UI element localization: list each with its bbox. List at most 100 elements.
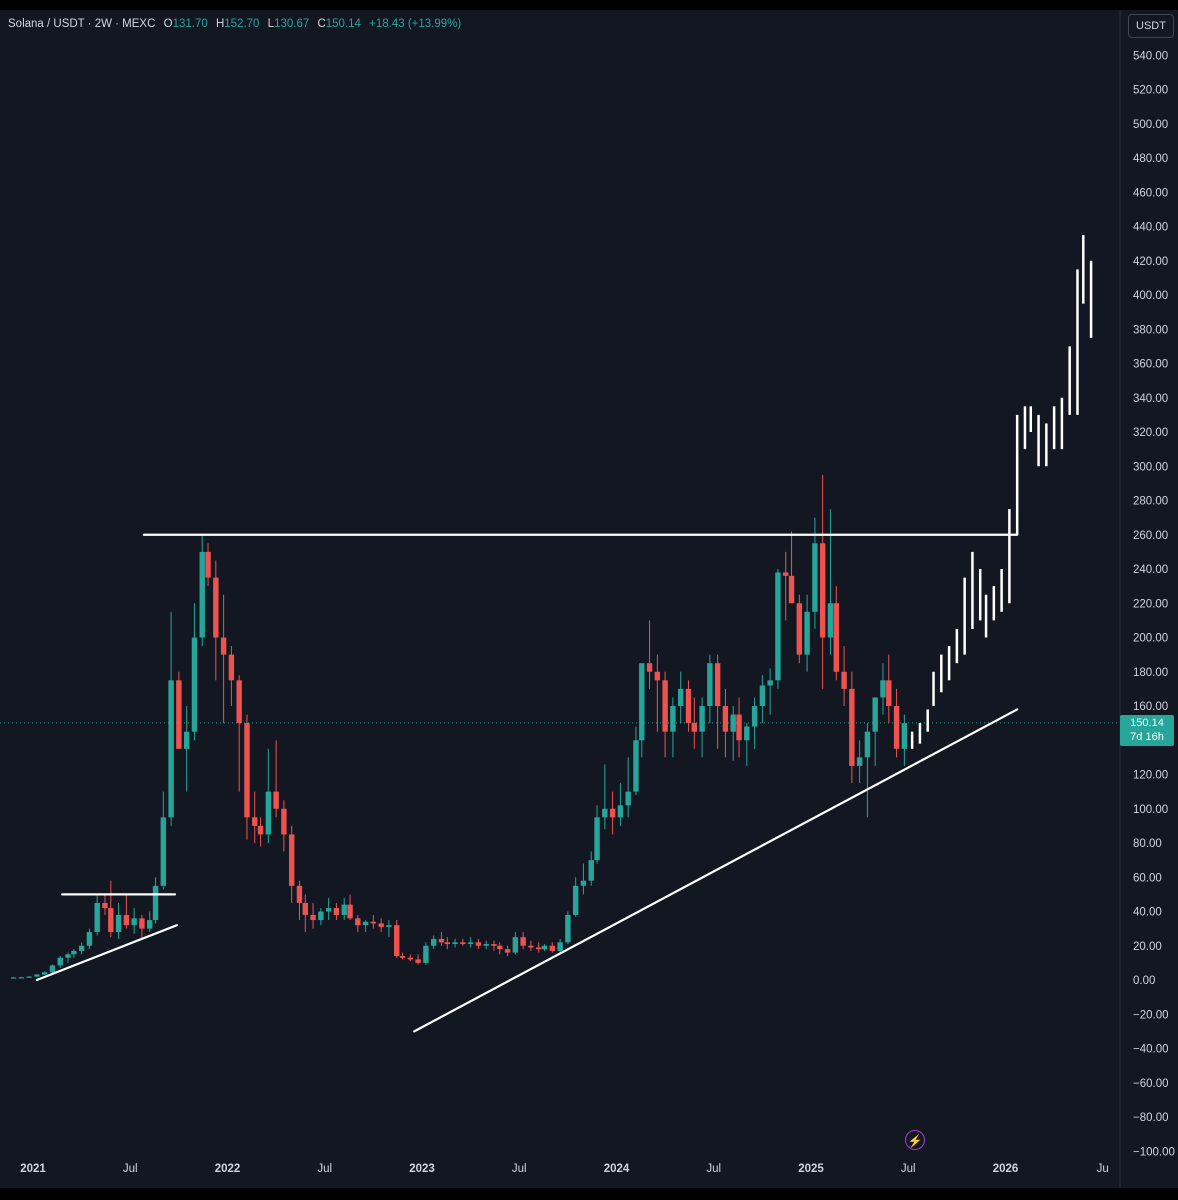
candle-body <box>677 688 684 706</box>
y-tick-label: 500.00 <box>1133 119 1168 131</box>
y-tick-label: 180.00 <box>1133 667 1168 679</box>
candle-body <box>325 908 332 912</box>
candle-body <box>26 976 32 978</box>
candle-body <box>318 911 324 921</box>
currency-button[interactable]: USDT <box>1128 14 1174 38</box>
bar-countdown: 7d 16h <box>1130 730 1164 743</box>
candle-body <box>176 680 182 749</box>
candle-body <box>639 663 645 741</box>
candle-body <box>94 902 100 933</box>
candle-body <box>691 723 697 732</box>
candle-body <box>220 637 227 655</box>
candle-body <box>654 671 661 681</box>
candle-body <box>115 914 122 933</box>
x-tick-label: Jul <box>123 1163 138 1175</box>
candle-body <box>444 942 450 945</box>
y-tick-label: 280.00 <box>1133 496 1168 508</box>
candle-body <box>415 959 421 963</box>
y-tick-label: 320.00 <box>1133 427 1168 439</box>
candle-body <box>147 920 153 929</box>
candle-body <box>41 972 48 975</box>
candle-body <box>423 945 429 963</box>
high-label: H <box>215 18 225 30</box>
candle-body <box>102 902 108 909</box>
candle-body <box>160 817 167 886</box>
flash-icon[interactable]: ⚡ <box>905 1130 925 1150</box>
candle-body <box>886 680 892 706</box>
y-tick-label: −40.00 <box>1133 1044 1169 1056</box>
y-tick-label: 400.00 <box>1133 290 1168 302</box>
candlestick-series <box>10 474 908 979</box>
candle-body <box>744 726 750 741</box>
y-tick-label: 220.00 <box>1133 598 1168 610</box>
candle-body <box>199 551 205 638</box>
candle-body <box>257 825 264 835</box>
chart-frame[interactable]: 540.00 520.00 500.00 480.00 460.00 440.00 420.… <box>0 10 1178 1188</box>
candle-body <box>594 817 600 861</box>
x-tick-label: Jul <box>901 1163 916 1175</box>
x-tick-label: 2026 <box>993 1163 1019 1175</box>
y-tick-label: −80.00 <box>1133 1112 1169 1124</box>
candle-body <box>273 791 279 809</box>
y-tick-label: 120.00 <box>1133 770 1168 782</box>
candle-body <box>355 918 361 926</box>
open-label: O <box>163 18 173 30</box>
low-label: L <box>267 18 275 30</box>
y-tick-label: 540.00 <box>1133 50 1168 62</box>
candle-body <box>168 680 174 818</box>
x-tick-label: 2025 <box>798 1163 824 1175</box>
candle-body <box>302 902 308 915</box>
y-tick-label: 340.00 <box>1133 393 1168 405</box>
x-tick-label: 2023 <box>409 1163 435 1175</box>
x-tick-label: 2022 <box>215 1163 241 1175</box>
candle-body <box>893 706 900 749</box>
time-axis[interactable]: 2021 Jul 2022 Jul 2023 Jul 2024 Jul 2025 Jul 2026 J… <box>20 1163 1109 1175</box>
y-tick-label: 100.00 <box>1133 804 1168 816</box>
low-value: 130.67 <box>274 18 310 30</box>
candle-body <box>699 706 705 732</box>
symbol-title[interactable]: Solana / USDT · 2W · MEXC <box>8 18 156 30</box>
high-value: 152.70 <box>224 18 260 30</box>
candle-body <box>714 663 721 706</box>
price-chart[interactable]: 540.00 520.00 500.00 480.00 460.00 440.00 420.… <box>0 10 1178 1188</box>
candle-body <box>580 880 587 886</box>
y-tick-label: 460.00 <box>1133 187 1168 199</box>
y-tick-label: 80.00 <box>1133 838 1162 850</box>
candle-body <box>512 937 519 953</box>
candle-body <box>281 808 287 835</box>
symbol-legend[interactable]: Solana / USDT · 2W · MEXC O131.70 H152.7… <box>8 18 461 30</box>
close-label: C <box>317 18 326 30</box>
y-tick-label: 420.00 <box>1133 256 1168 268</box>
y-tick-label: 480.00 <box>1133 153 1168 165</box>
drawings[interactable] <box>35 533 1019 1033</box>
candle-body <box>57 957 63 966</box>
candle-body <box>541 945 548 950</box>
candle-body <box>588 860 594 881</box>
candle-body <box>236 680 242 724</box>
candle-body <box>483 944 489 946</box>
candle-body <box>347 904 353 919</box>
candle-body <box>827 603 834 638</box>
y-tick-label: 380.00 <box>1133 324 1168 336</box>
candle-body <box>65 954 71 958</box>
candle-body <box>504 949 511 953</box>
price-axis[interactable]: 540.00 520.00 500.00 480.00 460.00 440.00 420.… <box>1133 50 1175 1158</box>
candle-body <box>438 938 445 943</box>
candle-body <box>662 680 668 732</box>
open-value: 131.70 <box>172 18 208 30</box>
candle-body <box>901 723 908 749</box>
x-tick-label: 2021 <box>20 1163 46 1175</box>
x-tick-label: Jul <box>706 1163 721 1175</box>
candle-body <box>685 688 692 724</box>
y-tick-label: −20.00 <box>1133 1009 1169 1021</box>
candle-body <box>333 908 340 915</box>
candle-body <box>565 914 571 943</box>
candle-body <box>78 945 85 951</box>
candle-body <box>341 904 347 915</box>
candle-body <box>528 945 534 948</box>
candle-body <box>378 923 384 927</box>
close-value: 150.14 <box>325 18 361 30</box>
candle-body <box>557 942 563 951</box>
candle-body <box>296 885 303 903</box>
x-tick-label: 2024 <box>604 1163 630 1175</box>
